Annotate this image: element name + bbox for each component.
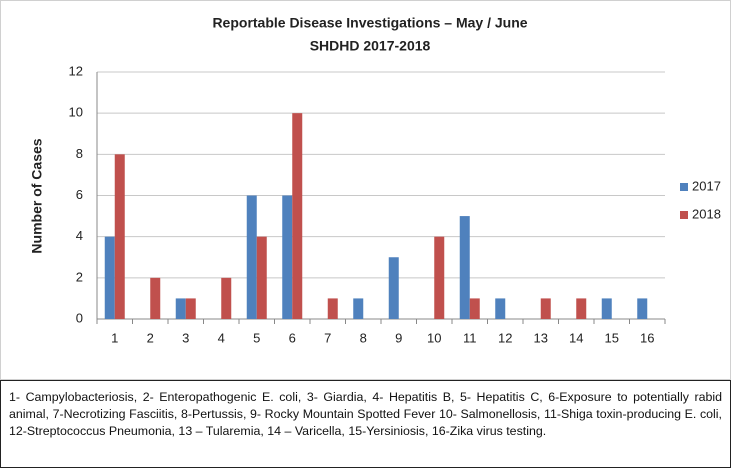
bar <box>292 113 303 320</box>
legend-swatch <box>680 183 688 191</box>
y-tick-label: 10 <box>69 105 83 120</box>
x-tick-label: 13 <box>534 330 548 345</box>
bar <box>469 298 480 319</box>
bar <box>114 154 125 319</box>
bar <box>434 236 445 319</box>
bar <box>540 298 551 319</box>
bar <box>353 298 364 319</box>
bar <box>495 298 506 319</box>
bar <box>185 298 196 319</box>
y-tick-label: 4 <box>76 228 83 243</box>
x-tick-label: 10 <box>427 330 441 345</box>
x-tick-label: 8 <box>360 330 367 345</box>
y-tick-label: 12 <box>69 63 83 78</box>
chart-subtitle: SHDHD 2017-2018 <box>310 38 431 54</box>
x-tick-label: 3 <box>182 330 189 345</box>
bar <box>256 236 267 319</box>
x-tick-label: 4 <box>218 330 225 345</box>
legend-swatch <box>680 211 688 219</box>
x-tick-label: 1 <box>111 330 118 345</box>
bar <box>104 236 115 319</box>
x-tick-label: 14 <box>569 330 583 345</box>
y-axis-label: Number of Cases <box>29 138 45 253</box>
bar <box>576 298 587 319</box>
bar <box>327 298 338 319</box>
bar <box>459 216 470 319</box>
footnote: 1- Campylobacteriosis, 2- Enteropathogen… <box>0 380 731 468</box>
x-tick-label: 15 <box>605 330 619 345</box>
y-tick-label: 6 <box>76 187 83 202</box>
bar <box>150 277 161 319</box>
bar <box>601 298 612 319</box>
y-tick-label: 8 <box>76 146 83 161</box>
chart-title: Reportable Disease Investigations – May … <box>212 15 527 31</box>
y-tick-label: 0 <box>76 310 83 325</box>
bar <box>388 257 399 319</box>
x-tick-label: 7 <box>324 330 331 345</box>
bar <box>175 298 186 319</box>
chart-border <box>0 0 731 380</box>
x-tick-label: 2 <box>147 330 154 345</box>
y-tick-label: 2 <box>76 269 83 284</box>
x-tick-label: 12 <box>498 330 512 345</box>
x-tick-label: 9 <box>395 330 402 345</box>
x-tick-label: 6 <box>289 330 296 345</box>
x-tick-label: 16 <box>640 330 654 345</box>
x-tick-label: 11 <box>463 330 477 345</box>
bar <box>221 277 232 319</box>
x-tick-label: 5 <box>253 330 260 345</box>
bar <box>637 298 648 319</box>
bar <box>282 195 293 319</box>
bar <box>246 195 257 319</box>
legend-label: 2017 <box>692 178 721 193</box>
chart: Reportable Disease Investigations – May … <box>0 0 731 380</box>
legend-label: 2018 <box>692 206 721 221</box>
